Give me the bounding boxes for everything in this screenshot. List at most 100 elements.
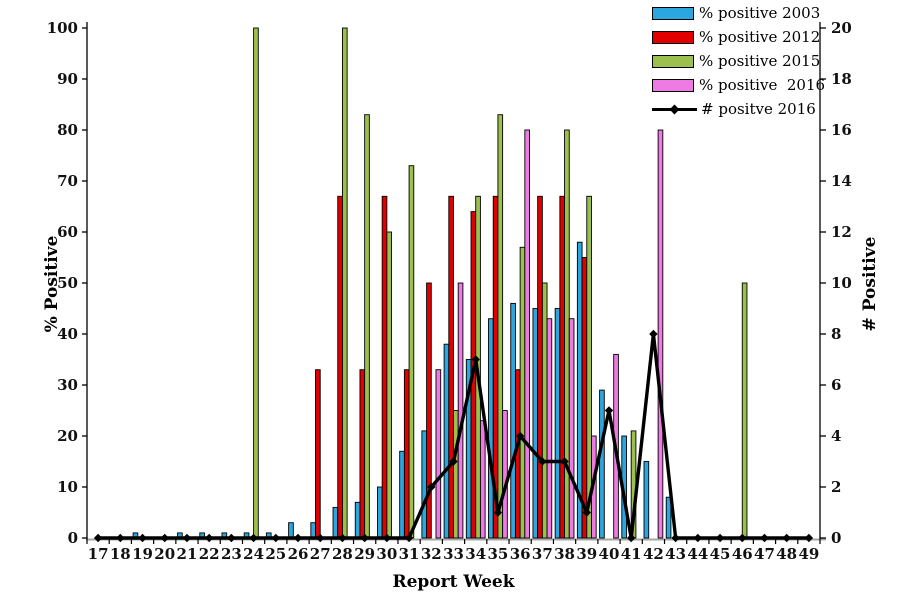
legend: % positive 2003 % positive 2012 % positi… (652, 4, 825, 119)
bar-%-positive-2012 (537, 195, 543, 539)
bar-%-positive-2003 (599, 389, 605, 539)
x-tick-label: 30 (376, 545, 397, 563)
line-marker-diamond-icon (404, 533, 414, 543)
line-marker-diamond-icon (649, 329, 658, 339)
legend-swatch-2003-icon (652, 7, 694, 20)
bar-%-positive-2003 (665, 496, 672, 539)
bar-%-positive-2012 (381, 195, 388, 539)
x-tick-label: 32 (421, 545, 442, 563)
legend-item-2016-count: # positve 2016 (652, 100, 825, 119)
y-left-tick-label: 30 (57, 376, 78, 394)
bar-%-positive-2016 (457, 282, 464, 539)
legend-swatch-2015-icon (652, 55, 694, 68)
x-tick-label: 44 (687, 545, 708, 563)
legend-label-2016-count: # positve 2016 (701, 100, 816, 118)
line-marker-diamond-icon (626, 533, 636, 543)
line-marker-diamond-icon (715, 533, 725, 543)
line-marker-diamond-icon (782, 533, 791, 543)
y-right-tick-label: 18 (831, 70, 852, 88)
x-tick-label: 47 (754, 545, 775, 563)
bar-%-positive-2015 (408, 165, 415, 539)
legend-line-marker-icon (652, 104, 697, 115)
legend-swatch-2016-pct-icon (652, 79, 694, 92)
bar-%-positive-2015 (341, 27, 348, 539)
x-tick-label: 24 (243, 545, 264, 563)
y-left-tick-label: 10 (57, 478, 78, 496)
y-right-tick-label: 8 (831, 325, 841, 343)
y-left-tick-label: 20 (57, 427, 78, 445)
x-tick-label: 31 (399, 545, 420, 563)
line-marker-diamond-icon (560, 457, 569, 466)
y-right-tick-label: 2 (831, 478, 841, 496)
legend-label-2016-pct: % positive 2016 (699, 76, 826, 94)
y-left-axis-title: % Positive (42, 235, 62, 333)
line-marker-diamond-icon (116, 533, 125, 543)
bar-%-positive-2012 (359, 369, 366, 539)
bar-%-positive-2012 (448, 195, 454, 539)
y-left-tick-label: 50 (57, 274, 78, 292)
line-marker-diamond-icon (427, 482, 436, 492)
bar-%-positive-2015 (541, 282, 548, 539)
line-marker-diamond-icon (338, 533, 347, 543)
y-right-tick-label: 14 (831, 172, 852, 190)
bar-%-positive-2012 (337, 195, 343, 539)
line-marker-diamond-icon (804, 533, 814, 543)
x-tick-label: 45 (710, 545, 731, 563)
bar-%-positive-2003 (443, 343, 450, 539)
bar-%-positive-2003 (532, 308, 539, 539)
line-marker-diamond-icon (160, 533, 169, 543)
x-tick-label: 40 (599, 545, 620, 563)
y-left-tick-label: 60 (57, 223, 78, 241)
line-marker-diamond-icon (360, 533, 369, 543)
bar-%-positive-2016 (524, 129, 530, 539)
line-marker-diamond-icon (249, 533, 258, 543)
bar-%-positive-2003 (510, 302, 516, 539)
legend-item-2016-pct: % positive 2016 (652, 76, 825, 95)
y-right-tick-label: 10 (831, 274, 852, 292)
bar-%-positive-2012 (581, 257, 588, 539)
x-tick-label: 28 (332, 545, 353, 563)
x-tick-label: 18 (110, 545, 131, 563)
line-marker-diamond-icon (316, 533, 325, 543)
y-right-tick-label: 20 (831, 19, 852, 37)
bar-%-positive-2003 (377, 486, 383, 539)
bar-%-positive-2003 (554, 308, 561, 539)
y-left-tick-label: 70 (57, 172, 78, 190)
x-tick-label: 22 (199, 545, 220, 563)
line-marker-diamond-icon (271, 533, 281, 543)
line-marker-diamond-icon (671, 533, 680, 543)
y-left-tick-label: 90 (57, 70, 78, 88)
legend-swatch-2012-icon (652, 31, 694, 44)
y-right-tick-label: 6 (831, 376, 841, 394)
x-tick-label: 46 (732, 545, 753, 563)
bar-%-positive-2012 (559, 195, 566, 539)
bar-%-positive-2003 (421, 430, 428, 539)
y-right-tick-label: 4 (831, 427, 841, 445)
bar-%-positive-2003 (643, 461, 650, 539)
bar-%-positive-2015 (386, 231, 393, 539)
x-tick-label: 21 (177, 545, 198, 563)
y-right-axis-title: # Positive (860, 236, 880, 332)
bar-%-positive-2003 (354, 501, 361, 539)
bar-%-positive-2016 (435, 369, 442, 539)
legend-label-2003: % positive 2003 (699, 4, 821, 22)
x-tick-label: 26 (288, 545, 309, 563)
y-left-tick-label: 80 (57, 121, 78, 139)
line-marker-diamond-icon (138, 533, 147, 543)
line-marker-diamond-icon (515, 431, 525, 441)
y-right-tick-label: 16 (831, 121, 852, 139)
line-marker-diamond-icon (182, 533, 192, 543)
bar-%-positive-2016 (479, 420, 486, 539)
x-tick-label: 39 (576, 545, 597, 563)
y-left-tick-label: 40 (57, 325, 78, 343)
bar-%-positive-2003 (399, 450, 405, 539)
y-right-tick-label: 0 (831, 529, 841, 547)
y-left-tick-label: 0 (68, 529, 78, 547)
legend-label-2012: % positive 2012 (699, 28, 821, 46)
bar-%-positive-2015 (364, 114, 370, 539)
line-marker-diamond-icon (493, 508, 503, 517)
bar-%-positive-2003 (332, 506, 339, 539)
x-tick-label: 23 (221, 545, 242, 563)
x-tick-label: 36 (510, 545, 531, 563)
bar-%-positive-2016 (502, 410, 508, 539)
